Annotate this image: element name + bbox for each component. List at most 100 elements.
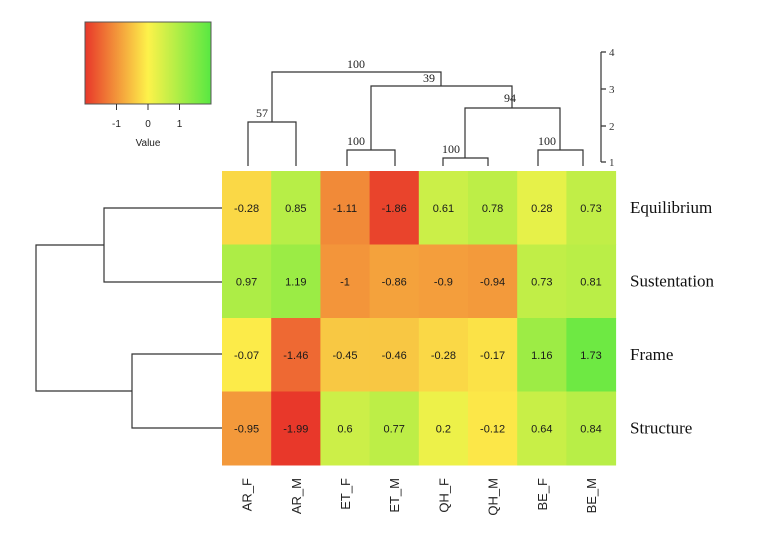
row-label: Frame xyxy=(630,345,673,364)
column-label: QH_M xyxy=(486,478,501,516)
cell-value-label: -1.11 xyxy=(333,203,357,215)
dendrogram-scale: 4 3 2 1 xyxy=(600,47,615,169)
color-key-tick-label: 0 xyxy=(145,119,151,130)
column-label: AR_M xyxy=(289,478,304,514)
cell-value-label: 0.2 xyxy=(436,423,451,435)
cell-value-label: -1.99 xyxy=(283,423,308,435)
heatmap-cell xyxy=(418,391,469,466)
color-key-title: Value xyxy=(136,138,161,149)
cell-value-label: 0.84 xyxy=(580,423,601,435)
cell-value-label: 1.16 xyxy=(531,350,552,362)
color-key-ticks: -1 0 1 xyxy=(112,104,183,130)
heatmap-cell xyxy=(517,171,567,245)
column-label: BE_M xyxy=(584,478,599,513)
scale-tick: 2 xyxy=(609,121,615,133)
heatmap-cell xyxy=(517,391,567,466)
cell-value-label: -0.95 xyxy=(234,423,259,435)
bootstrap-label: 100 xyxy=(347,57,365,71)
heatmap-cell xyxy=(222,391,272,466)
heatmap-cell xyxy=(468,318,518,392)
heatmap-cell xyxy=(566,244,617,319)
cell-value-label: 0.85 xyxy=(285,203,306,215)
cell-value-label: 0.73 xyxy=(531,276,552,288)
heatmap-cell xyxy=(320,391,371,466)
cell-value-label: 0.28 xyxy=(531,203,552,215)
scale-tick: 1 xyxy=(609,157,615,169)
scale-tick: 4 xyxy=(609,47,615,59)
heatmap-cell xyxy=(222,244,272,319)
cell-value-label: -1 xyxy=(340,276,350,288)
row-label: Structure xyxy=(630,418,692,437)
cell-value-label: -0.9 xyxy=(434,276,453,288)
heatmap-cell xyxy=(369,171,420,245)
heatmap-cell xyxy=(320,171,371,245)
cell-value-label: 0.77 xyxy=(383,423,404,435)
row-label: Sustentation xyxy=(630,271,715,290)
heatmap-cell xyxy=(271,391,321,466)
cell-value-label: -0.86 xyxy=(382,276,407,288)
bootstrap-label: 100 xyxy=(442,142,460,156)
heatmap-cell xyxy=(369,244,420,319)
cell-value-label: 0.61 xyxy=(433,203,454,215)
cell-value-label: 0.81 xyxy=(580,276,601,288)
column-label: ET_F xyxy=(338,478,353,510)
heatmap-cell xyxy=(468,391,518,466)
column-label: ET_M xyxy=(387,478,402,513)
heatmap-cell xyxy=(566,391,617,466)
column-dendrogram-lines xyxy=(247,71,584,166)
cell-value-label: -0.12 xyxy=(480,423,505,435)
scale-tick: 3 xyxy=(609,84,615,96)
heatmap-cells: -0.28 0.85 -1.11 -1.86 0.61 0.78 0.28 0.73 0.97 1… xyxy=(222,171,617,466)
heatmap-cell xyxy=(369,391,420,466)
heatmap-cell xyxy=(320,244,371,319)
cell-value-label: 1.73 xyxy=(580,350,601,362)
column-label: QH_F xyxy=(436,478,451,513)
color-key-gradient xyxy=(84,21,212,105)
cell-value-label: -1.46 xyxy=(283,350,308,362)
heatmap-cell xyxy=(517,318,567,392)
heatmap-cell xyxy=(369,318,420,392)
cell-value-label: 0.6 xyxy=(337,423,352,435)
bootstrap-label: 100 xyxy=(538,134,556,148)
heatmap-cell xyxy=(566,171,617,245)
bootstrap-label: 39 xyxy=(423,71,435,85)
heatmap-cell xyxy=(271,318,321,392)
row-dendrogram xyxy=(35,207,222,429)
heatmap-cell xyxy=(468,244,518,319)
heatmap-cell xyxy=(222,318,272,392)
heatmap-cell xyxy=(320,318,371,392)
cell-value-label: 0.78 xyxy=(482,203,503,215)
color-key-tick-label: 1 xyxy=(177,119,183,130)
cell-value-label: -0.17 xyxy=(480,350,505,362)
column-labels: AR_F AR_M ET_F ET_M QH_F QH_M BE_F BE_M xyxy=(240,478,599,516)
cell-value-label: -1.86 xyxy=(382,203,407,215)
heatmap-cell xyxy=(468,171,518,245)
cell-value-label: -0.28 xyxy=(234,203,259,215)
heatmap-cell xyxy=(418,318,469,392)
heatmap-cell xyxy=(271,171,321,245)
cell-value-label: -0.45 xyxy=(332,350,357,362)
column-label: AR_F xyxy=(240,478,255,511)
heatmap-cell xyxy=(418,244,469,319)
row-labels: Equilibrium Sustentation Frame Structure xyxy=(630,198,715,437)
bootstrap-label: 100 xyxy=(347,134,365,148)
cell-value-label: 0.73 xyxy=(580,203,601,215)
cell-value-label: -0.46 xyxy=(382,350,407,362)
heatmap-cell xyxy=(418,171,469,245)
color-key-tick-label: -1 xyxy=(112,119,121,130)
bootstrap-label: 57 xyxy=(256,106,268,120)
cell-value-label: 0.64 xyxy=(531,423,552,435)
heatmap-cell xyxy=(222,171,272,245)
cell-value-label: 1.19 xyxy=(285,276,306,288)
bootstrap-label: 94 xyxy=(504,91,516,105)
cell-value-label: -0.07 xyxy=(234,350,259,362)
column-label: BE_F xyxy=(535,478,550,511)
cell-value-label: -0.94 xyxy=(480,276,505,288)
row-label: Equilibrium xyxy=(630,198,712,217)
heatmap-cell xyxy=(517,244,567,319)
cell-value-label: 0.97 xyxy=(236,276,257,288)
heatmap-cell xyxy=(271,244,321,319)
heatmap-cell xyxy=(566,318,617,392)
cell-value-label: -0.28 xyxy=(431,350,456,362)
